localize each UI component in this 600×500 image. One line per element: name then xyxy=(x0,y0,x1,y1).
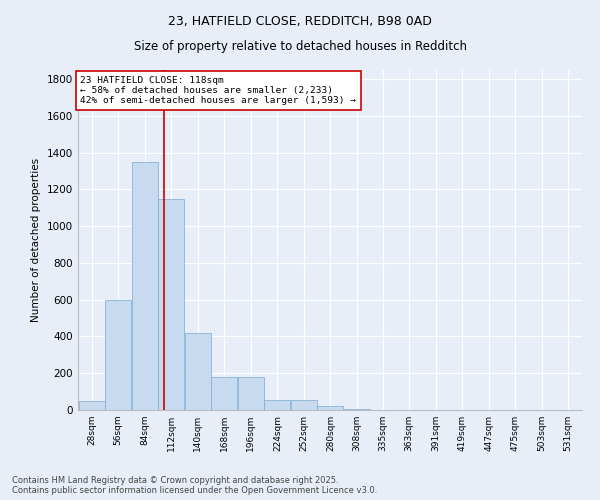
Bar xyxy=(344,409,370,410)
Text: Contains public sector information licensed under the Open Government Licence v3: Contains public sector information licen… xyxy=(12,486,377,495)
Bar xyxy=(132,162,158,410)
Text: 23, HATFIELD CLOSE, REDDITCH, B98 0AD: 23, HATFIELD CLOSE, REDDITCH, B98 0AD xyxy=(168,15,432,28)
Bar xyxy=(238,377,264,410)
Bar xyxy=(105,300,131,410)
Bar xyxy=(317,406,343,410)
Text: Contains HM Land Registry data © Crown copyright and database right 2025.: Contains HM Land Registry data © Crown c… xyxy=(12,476,338,485)
Bar xyxy=(291,400,317,410)
Bar xyxy=(79,401,105,410)
Bar xyxy=(265,400,290,410)
Bar xyxy=(185,333,211,410)
Bar xyxy=(211,377,238,410)
Text: 23 HATFIELD CLOSE: 118sqm
← 58% of detached houses are smaller (2,233)
42% of se: 23 HATFIELD CLOSE: 118sqm ← 58% of detac… xyxy=(80,76,356,106)
Bar xyxy=(158,198,184,410)
Text: Size of property relative to detached houses in Redditch: Size of property relative to detached ho… xyxy=(133,40,467,53)
Y-axis label: Number of detached properties: Number of detached properties xyxy=(31,158,41,322)
